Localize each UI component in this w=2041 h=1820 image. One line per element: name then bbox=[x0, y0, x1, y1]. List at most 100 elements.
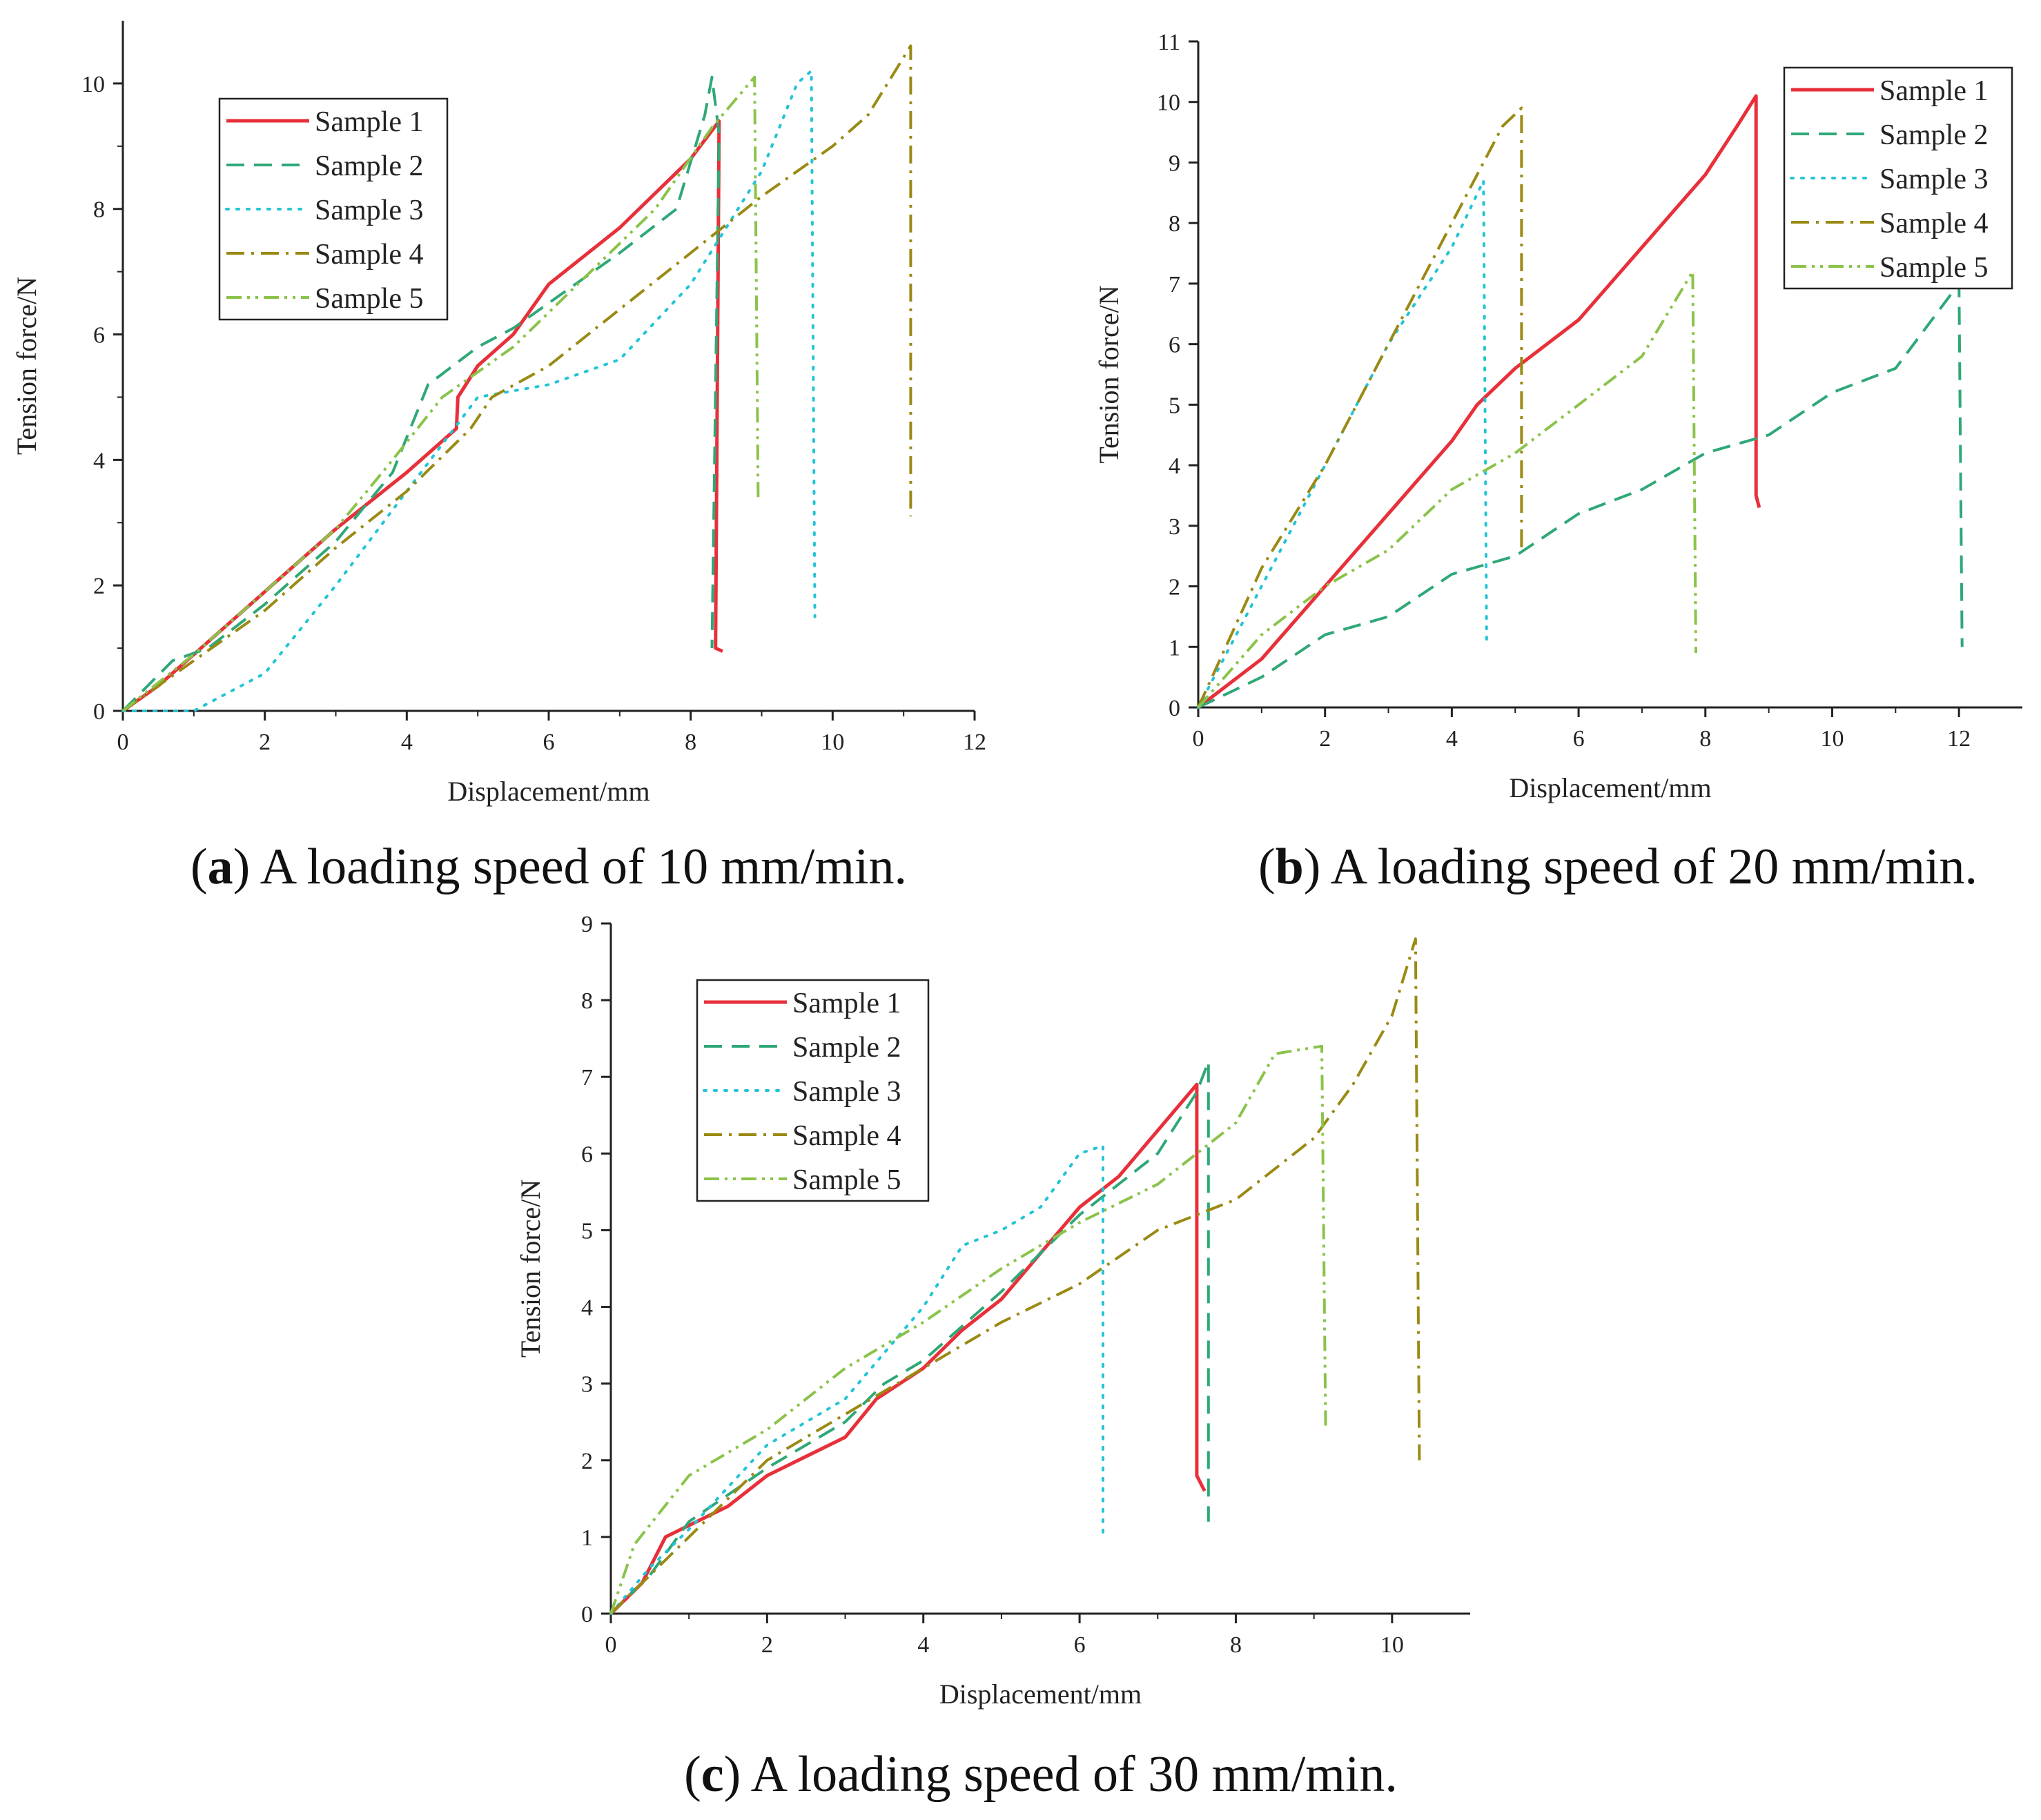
y-tick-label: 6 bbox=[1169, 333, 1180, 358]
y-tick-label: 0 bbox=[1169, 696, 1180, 721]
x-tick-label: 6 bbox=[1074, 1632, 1086, 1658]
series-line-2 bbox=[1198, 282, 1964, 709]
x-tick-label: 0 bbox=[1193, 726, 1204, 752]
series-line-1 bbox=[1197, 94, 1761, 709]
y-tick-label: 0 bbox=[93, 699, 105, 725]
y-tick-label: 5 bbox=[1169, 393, 1180, 418]
x-tick-label: 8 bbox=[1230, 1632, 1242, 1658]
legend-label-4: Sample 4 bbox=[1879, 208, 1988, 239]
x-tick-label: 2 bbox=[1319, 726, 1331, 752]
caption-text: ) A loading speed of 10 mm/min. bbox=[233, 839, 907, 895]
legend-label-5: Sample 5 bbox=[1879, 252, 1988, 284]
y-tick-label: 9 bbox=[1169, 150, 1180, 176]
legend-label-2: Sample 2 bbox=[792, 1032, 901, 1064]
legend-label-4: Sample 4 bbox=[792, 1120, 901, 1152]
y-tick-label: 6 bbox=[93, 323, 105, 349]
y-tick-label: 5 bbox=[581, 1218, 593, 1244]
y-axis-label: Tension force/N bbox=[11, 277, 42, 455]
x-tick-label: 2 bbox=[761, 1632, 773, 1658]
caption-letter: b bbox=[1276, 839, 1304, 895]
legend-label-2: Sample 2 bbox=[315, 150, 423, 182]
chart-panel-a: 0 2 4 6 8 10 12 0 2 4 6 8 10 Displacement/mm Tension f… bbox=[11, 21, 986, 895]
y-tick-label: 10 bbox=[81, 72, 105, 97]
legend: Sample 1 Sample 2 Sample 3 Sample 4 Sample 5 bbox=[218, 97, 449, 321]
x-tick-label: 12 bbox=[1947, 726, 1971, 752]
caption-open-paren: ( bbox=[191, 839, 208, 895]
y-tick-label: 11 bbox=[1158, 30, 1180, 55]
y-tick-label: 4 bbox=[93, 448, 105, 473]
legend-label-1: Sample 1 bbox=[792, 988, 901, 1019]
legend-label-4: Sample 4 bbox=[315, 239, 423, 271]
legend-label-3: Sample 3 bbox=[792, 1076, 901, 1108]
legend-label-5: Sample 5 bbox=[792, 1164, 901, 1196]
series-line-3 bbox=[121, 69, 817, 712]
caption: (b) A loading speed of 20 mm/min. bbox=[1258, 839, 1977, 895]
series-line-5 bbox=[1197, 270, 1697, 709]
y-tick-label: 2 bbox=[1169, 575, 1180, 600]
y-tick-label: 7 bbox=[1169, 272, 1180, 297]
series-line-3 bbox=[1197, 179, 1488, 709]
series-line-2 bbox=[609, 1060, 1210, 1615]
x-tick-label: 0 bbox=[117, 730, 129, 755]
y-axis-label: Tension force/N bbox=[515, 1180, 546, 1358]
caption-letter: a bbox=[208, 839, 233, 895]
y-tick-label: 2 bbox=[581, 1449, 593, 1474]
series-line-4 bbox=[1197, 106, 1523, 708]
caption-letter: c bbox=[701, 1746, 724, 1803]
y-tick-label: 9 bbox=[581, 912, 593, 937]
y-tick-label: 8 bbox=[581, 988, 593, 1014]
x-tick-label: 4 bbox=[1446, 726, 1458, 752]
x-tick-label: 6 bbox=[543, 730, 555, 755]
x-tick-label: 8 bbox=[685, 730, 696, 755]
legend-label-1: Sample 1 bbox=[315, 106, 423, 138]
x-tick-label: 2 bbox=[259, 730, 271, 755]
legend-label-3: Sample 3 bbox=[315, 195, 423, 226]
x-axis-label: Displacement/mm bbox=[1509, 772, 1711, 803]
series-line-5 bbox=[609, 1044, 1327, 1614]
caption-text: ) A loading speed of 20 mm/min. bbox=[1304, 839, 1977, 895]
y-tick-label: 1 bbox=[1169, 635, 1180, 661]
y-tick-label: 8 bbox=[1169, 211, 1180, 237]
y-tick-label: 6 bbox=[581, 1142, 593, 1167]
legend-label-3: Sample 3 bbox=[1879, 164, 1988, 195]
x-tick-label: 4 bbox=[401, 730, 413, 755]
series-line-1 bbox=[609, 1082, 1207, 1615]
y-tick-label: 4 bbox=[581, 1295, 593, 1321]
y-tick-label: 3 bbox=[1169, 514, 1180, 540]
legend: Sample 1 Sample 2 Sample 3 Sample 4 Sample 5 bbox=[696, 979, 930, 1202]
series-line-3 bbox=[609, 1144, 1104, 1615]
x-tick-label: 10 bbox=[821, 730, 844, 755]
series-line-4 bbox=[121, 44, 912, 712]
y-tick-label: 3 bbox=[581, 1372, 593, 1398]
caption: (c) A loading speed of 30 mm/min. bbox=[684, 1746, 1398, 1803]
y-tick-label: 1 bbox=[581, 1525, 593, 1551]
chart-panel-b: 0 2 4 6 8 10 1201234567891011Displacement/mmTe… bbox=[1093, 30, 2022, 895]
x-tick-label: 4 bbox=[917, 1632, 929, 1658]
x-axis-label: Displacement/mm bbox=[939, 1679, 1142, 1710]
x-tick-label: 12 bbox=[963, 730, 986, 755]
x-tick-label: 8 bbox=[1699, 726, 1711, 752]
legend-label-2: Sample 2 bbox=[1879, 119, 1988, 151]
caption-open-paren: ( bbox=[1258, 839, 1276, 895]
y-tick-label: 4 bbox=[1169, 453, 1180, 479]
y-tick-label: 10 bbox=[1157, 90, 1180, 116]
x-tick-label: 6 bbox=[1573, 726, 1585, 752]
legend-label-1: Sample 1 bbox=[1879, 75, 1988, 107]
y-tick-label: 2 bbox=[93, 574, 105, 599]
y-tick-label: 0 bbox=[581, 1602, 593, 1627]
x-axis-label: Displacement/mm bbox=[447, 776, 650, 807]
legend-label-5: Sample 5 bbox=[315, 283, 423, 315]
x-tick-label: 10 bbox=[1820, 726, 1844, 752]
y-tick-label: 7 bbox=[581, 1065, 593, 1090]
x-tick-label: 10 bbox=[1380, 1632, 1404, 1658]
legend: Sample 1 Sample 2 Sample 3 Sample 4 Sample 5 bbox=[1783, 66, 2013, 290]
caption-text: ) A loading speed of 30 mm/min. bbox=[724, 1746, 1398, 1803]
caption-open-paren: ( bbox=[684, 1746, 701, 1803]
series-line-5 bbox=[121, 75, 760, 712]
series-line-2 bbox=[121, 75, 721, 712]
series-line-4 bbox=[609, 937, 1421, 1615]
y-axis-label: Tension force/N bbox=[1093, 285, 1124, 463]
chart-panel-c: 0 2 4 6 8 10 0 1 2 3 4 5 6 7 8 9 Displacement/mm Tension … bbox=[515, 912, 1470, 1803]
y-tick-label: 8 bbox=[93, 197, 105, 223]
